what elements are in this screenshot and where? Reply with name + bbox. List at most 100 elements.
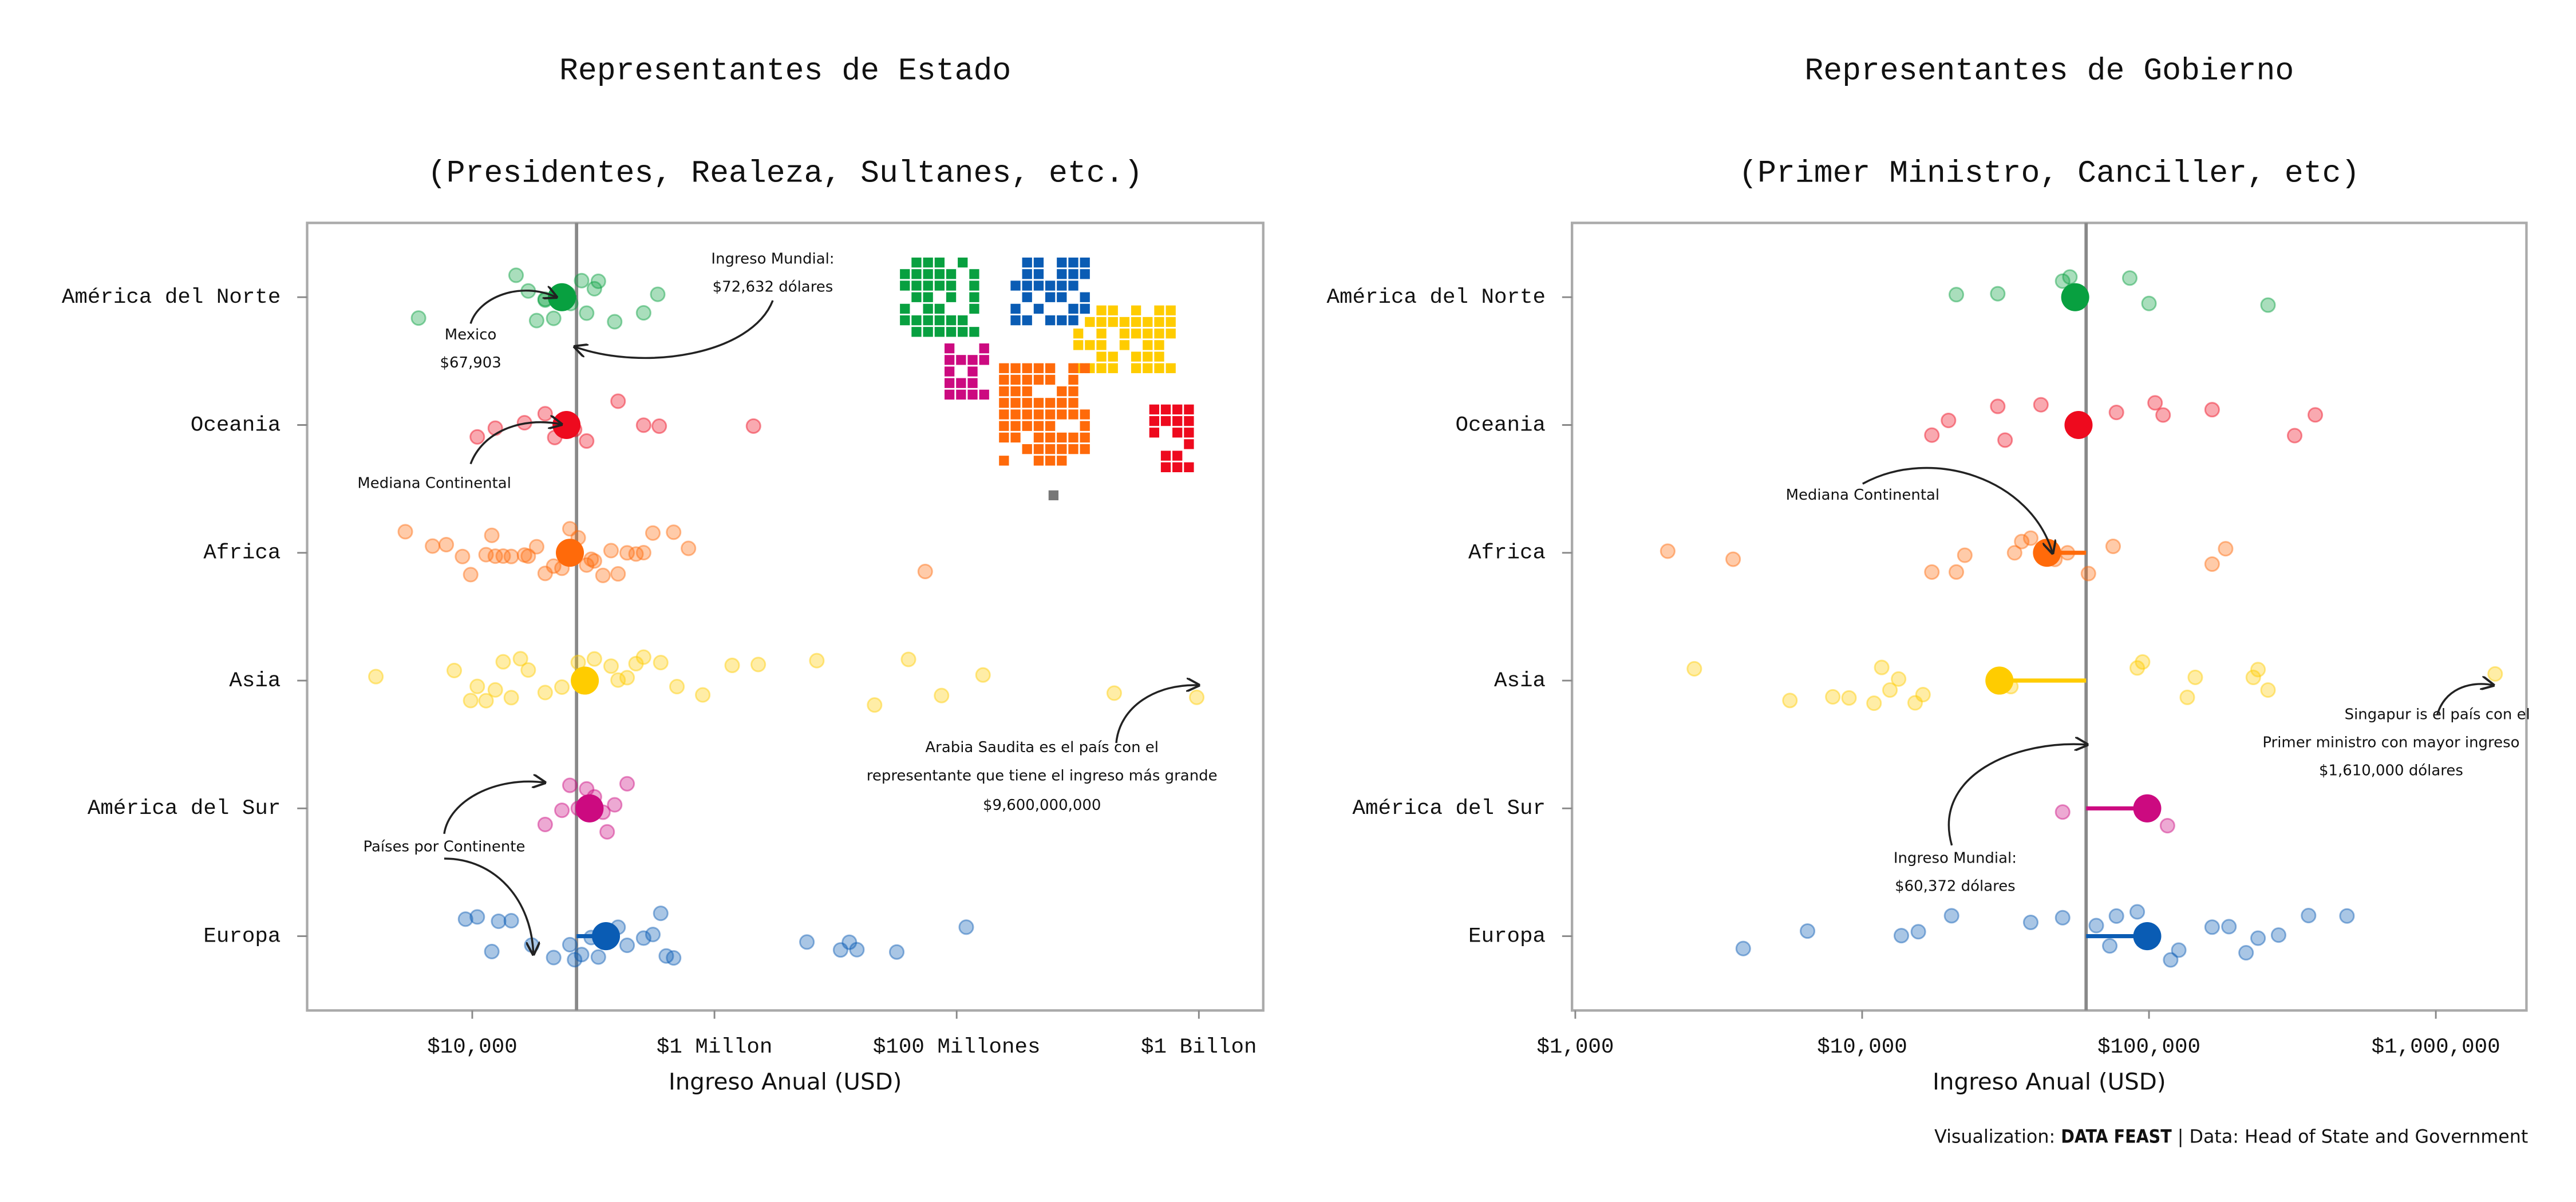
map-cell <box>1057 280 1067 291</box>
point <box>745 418 761 434</box>
map-cell <box>956 378 966 388</box>
point <box>958 919 974 935</box>
point <box>1957 547 1973 563</box>
point <box>2171 942 2187 958</box>
y-tick-label: Asia <box>1494 669 1546 693</box>
point <box>2105 538 2121 555</box>
point <box>2055 804 2071 820</box>
point <box>595 567 611 583</box>
point <box>503 913 519 929</box>
point <box>2055 910 2071 926</box>
map-cell <box>934 269 945 279</box>
x-tick-label: $1 Millon <box>657 1035 773 1059</box>
y-tick-label: América del Sur <box>1352 797 1546 821</box>
map-cell <box>934 315 945 326</box>
map-cell <box>1080 363 1090 373</box>
map-cell <box>1022 315 1032 326</box>
map-cell <box>923 280 933 291</box>
point <box>562 936 578 953</box>
map-cell <box>934 303 945 314</box>
map-cell <box>1154 363 1164 373</box>
map-cell <box>1080 269 1090 279</box>
annotation-arrow <box>469 422 562 465</box>
point <box>1841 690 1857 706</box>
map-cell <box>1154 329 1164 339</box>
map-cell <box>1080 258 1090 268</box>
map-cell <box>969 292 979 302</box>
point <box>546 310 562 326</box>
point <box>619 938 635 954</box>
plot-frame <box>1570 222 2528 1012</box>
footer-prefix: Visualization: <box>1934 1127 2055 1148</box>
point <box>1891 671 1907 687</box>
map-cell <box>1033 258 1044 268</box>
map-cell <box>1010 409 1021 420</box>
map-cell <box>1172 450 1183 461</box>
point <box>2179 689 2195 705</box>
map-cell <box>1033 409 1044 420</box>
map-cell <box>1165 329 1176 339</box>
point <box>455 548 471 564</box>
map-cell <box>1172 462 1183 472</box>
map-cell <box>1143 363 1153 373</box>
y-tick-label: Asia <box>229 669 280 693</box>
point <box>724 657 740 674</box>
map-cell <box>1096 305 1107 315</box>
map-cell <box>1022 386 1032 397</box>
point <box>554 802 570 819</box>
point <box>368 669 384 685</box>
map-cell <box>1068 269 1078 279</box>
point <box>2286 428 2303 444</box>
point <box>645 525 661 541</box>
map-cell <box>969 269 979 279</box>
point <box>491 913 507 930</box>
point <box>425 538 441 554</box>
map-cell <box>1080 421 1090 431</box>
point <box>2487 666 2503 682</box>
map-cell <box>1085 340 1095 350</box>
map-cell <box>946 280 957 291</box>
map-cell <box>1057 258 1067 268</box>
map-cell <box>1184 428 1194 438</box>
point <box>607 314 623 330</box>
point <box>2014 533 2030 549</box>
map-cell <box>934 280 945 291</box>
point <box>809 653 825 669</box>
median-point <box>2061 283 2089 311</box>
map-cell <box>956 389 966 400</box>
point <box>478 547 494 563</box>
point <box>610 566 626 582</box>
point <box>1948 564 1965 580</box>
point <box>635 649 651 665</box>
footer: Visualization: DATA FEAST | Data: Head o… <box>1934 1127 2528 1148</box>
point <box>666 524 682 540</box>
map-cell <box>1073 340 1084 350</box>
map-cell <box>979 355 989 365</box>
map-cell <box>923 303 933 314</box>
point <box>695 687 711 703</box>
map-cell <box>1045 292 1056 302</box>
point <box>2159 817 2175 834</box>
map-cell <box>911 269 922 279</box>
map-cell <box>1057 456 1067 466</box>
map-cell <box>900 315 910 326</box>
annotation-arrow <box>469 291 556 324</box>
annotation: Ingreso Mundial: <box>711 250 834 267</box>
map-cell <box>1068 303 1078 314</box>
map-cell <box>1131 317 1141 327</box>
x-axis-label: Ingreso Anual (USD) <box>1933 1068 2166 1095</box>
point <box>1735 940 1751 956</box>
map-cell <box>1165 305 1176 315</box>
map-cell <box>1022 280 1032 291</box>
point <box>2218 541 2234 557</box>
map-cell <box>1057 269 1067 279</box>
map-cell <box>1010 280 1021 291</box>
point <box>2260 682 2276 698</box>
point <box>2221 919 2237 935</box>
map-cell <box>900 280 910 291</box>
point <box>1997 432 2013 448</box>
map-cell <box>1172 428 1183 438</box>
point <box>590 949 606 965</box>
map-cell <box>1096 351 1107 362</box>
